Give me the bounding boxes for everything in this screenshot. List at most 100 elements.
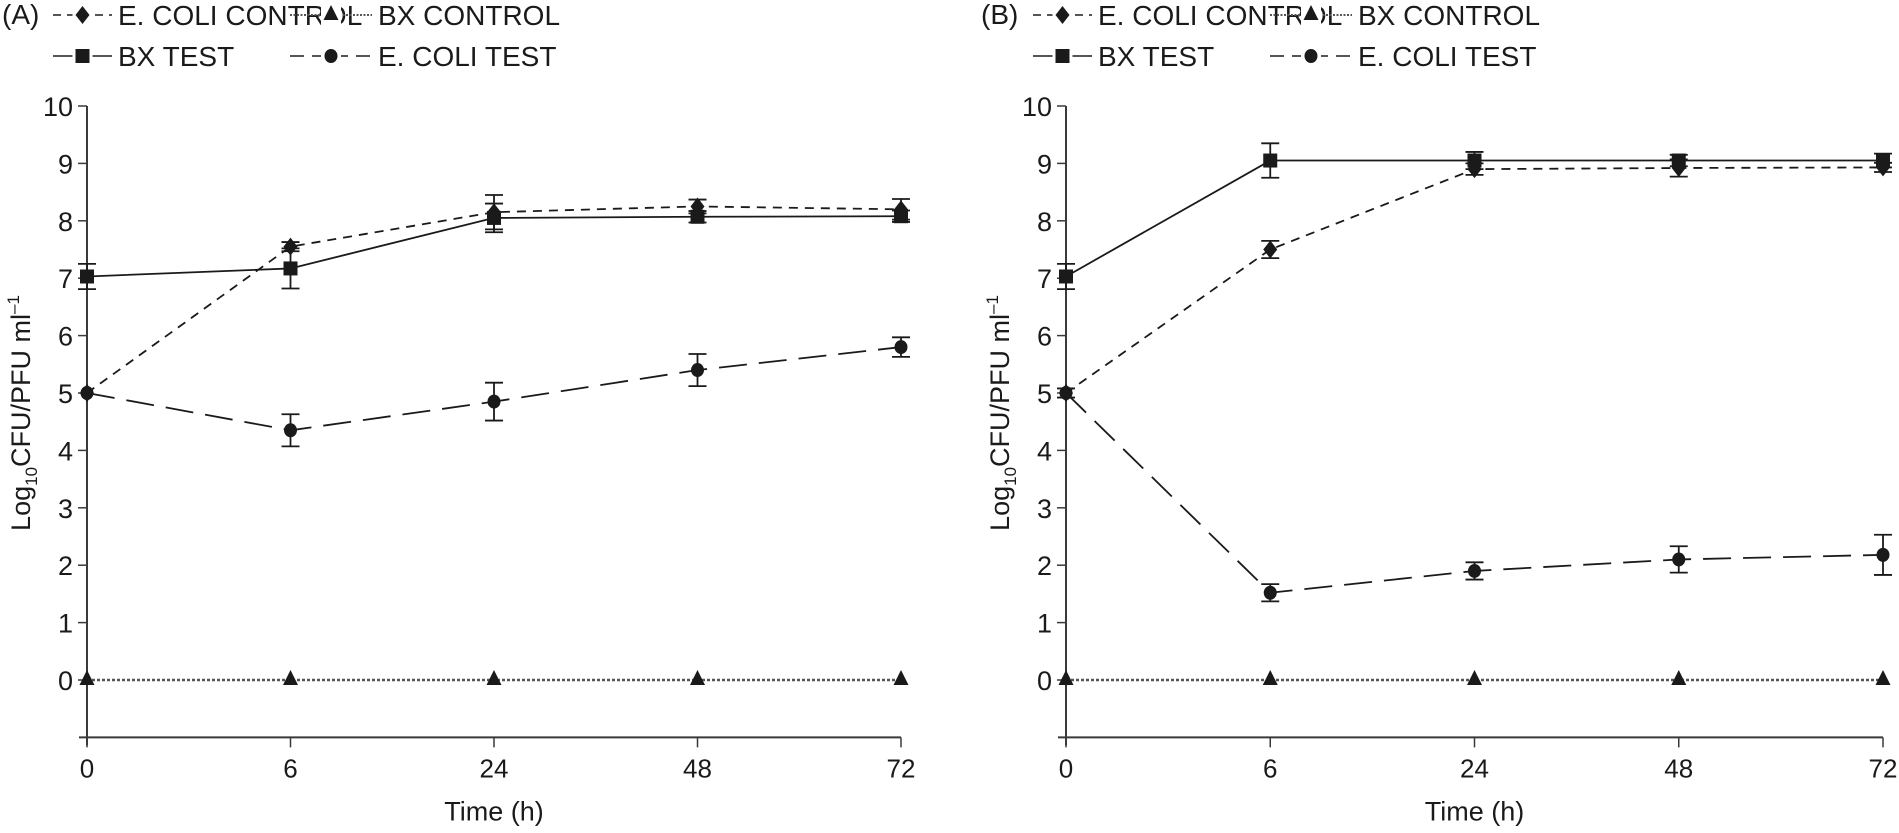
data-point [894, 340, 908, 355]
panel-label: (B) [981, 0, 1018, 30]
data-point [486, 670, 502, 685]
data-point [894, 209, 908, 224]
y-tick-label: 1 [58, 609, 73, 639]
series-e-coli-test [1057, 386, 1892, 603]
data-point [1058, 670, 1074, 685]
y-tick-label: 8 [1037, 207, 1052, 237]
y-tick-label: 10 [1022, 92, 1052, 122]
data-point [1671, 153, 1686, 168]
legend-item: BX CONTROL [290, 0, 560, 31]
legend-label: E. COLI TEST [1358, 41, 1536, 72]
x-tick-label: 72 [1869, 753, 1898, 783]
diamond-marker-icon [75, 6, 90, 24]
data-point [1672, 552, 1686, 567]
y-axis-title: Log10CFU/PFU ml–1 [983, 295, 1020, 531]
data-point [487, 210, 501, 225]
y-title-main: CFU/PFU ml [6, 314, 36, 467]
data-point [80, 386, 94, 400]
legend-label: BX CONTROL [378, 0, 560, 31]
data-point [1467, 153, 1482, 168]
data-point [1059, 386, 1073, 400]
data-point [690, 209, 705, 224]
y-tick-label: 2 [58, 551, 73, 581]
legend-item: BX TEST [53, 41, 234, 72]
circle-marker-icon [1304, 49, 1318, 63]
legend-item: E. COLI TEST [290, 41, 556, 72]
y-tick-label: 10 [43, 92, 73, 122]
y-tick-label: 4 [58, 436, 73, 466]
y-tick-label: 1 [1037, 609, 1052, 639]
x-tick-label: 24 [1460, 753, 1489, 783]
y-title-superscript: –1 [4, 295, 23, 314]
legend-label: E. COLI TEST [378, 41, 556, 72]
y-tick-label: 6 [1037, 322, 1052, 352]
data-point [1262, 670, 1278, 685]
data-point [1876, 153, 1890, 168]
data-point [691, 363, 704, 378]
y-title-superscript: –1 [983, 295, 1002, 314]
series-bx-control [1058, 670, 1891, 685]
y-tick-label: 8 [58, 207, 73, 237]
y-axis-title: Log10CFU/PFU ml–1 [4, 295, 41, 531]
y-tick-label: 9 [58, 149, 73, 179]
data-point [1671, 670, 1687, 685]
data-point [283, 670, 298, 685]
data-point [284, 423, 297, 438]
series-line [1065, 166, 1884, 394]
data-point [893, 670, 909, 685]
series-bx-control [79, 670, 909, 685]
y-title-main: CFU/PFU ml [985, 314, 1015, 467]
data-point [1263, 585, 1277, 600]
x-tick-label: 24 [480, 753, 509, 783]
data-point [80, 269, 94, 284]
x-axis-title: Time (h) [444, 796, 544, 826]
square-marker-icon [1055, 49, 1070, 63]
y-tick-label: 9 [1037, 149, 1052, 179]
y-tick-label: 5 [58, 379, 73, 409]
y-tick-label: 0 [1037, 666, 1052, 696]
legend-label: BX TEST [118, 41, 234, 72]
x-tick-label: 72 [887, 753, 916, 783]
square-marker-icon [75, 49, 90, 63]
x-tick-label: 0 [1059, 753, 1073, 783]
data-point [487, 394, 501, 409]
y-tick-label: 7 [58, 264, 73, 294]
y-tick-label: 6 [58, 322, 73, 352]
x-tick-label: 48 [683, 753, 712, 783]
y-title-prefix: Log [985, 486, 1015, 531]
y-tick-label: 0 [58, 666, 73, 696]
y-tick-label: 5 [1037, 379, 1052, 409]
series-bx-test [78, 202, 910, 291]
x-axis-title: Time (h) [1425, 796, 1525, 826]
triangle-marker-icon [1303, 5, 1319, 20]
data-point [79, 670, 95, 685]
legend-label: BX TEST [1098, 41, 1214, 72]
y-tick-label: 7 [1037, 264, 1052, 294]
x-tick-label: 6 [1263, 753, 1277, 783]
legend-item: E. COLI TEST [1270, 41, 1536, 72]
diamond-marker-icon [1055, 6, 1070, 24]
data-point [1468, 563, 1481, 578]
circle-marker-icon [324, 49, 338, 63]
triangle-marker-icon [323, 5, 339, 20]
series-e-coli-control [1057, 158, 1892, 402]
legend-item: BX TEST [1033, 41, 1214, 72]
series-e-coli-test [80, 336, 910, 448]
x-tick-label: 6 [283, 753, 297, 783]
data-point [1059, 269, 1073, 284]
data-point [690, 670, 705, 685]
series-e-coli-control [80, 194, 910, 402]
data-point [1263, 240, 1278, 259]
panel-label: (A) [2, 0, 39, 30]
data-point [1875, 670, 1891, 685]
y-title-prefix: Log [6, 486, 36, 531]
y-title-subscript: 10 [1001, 467, 1020, 486]
data-point [1263, 153, 1278, 168]
y-title-subscript: 10 [22, 467, 41, 486]
y-tick-label: 4 [1037, 436, 1052, 466]
